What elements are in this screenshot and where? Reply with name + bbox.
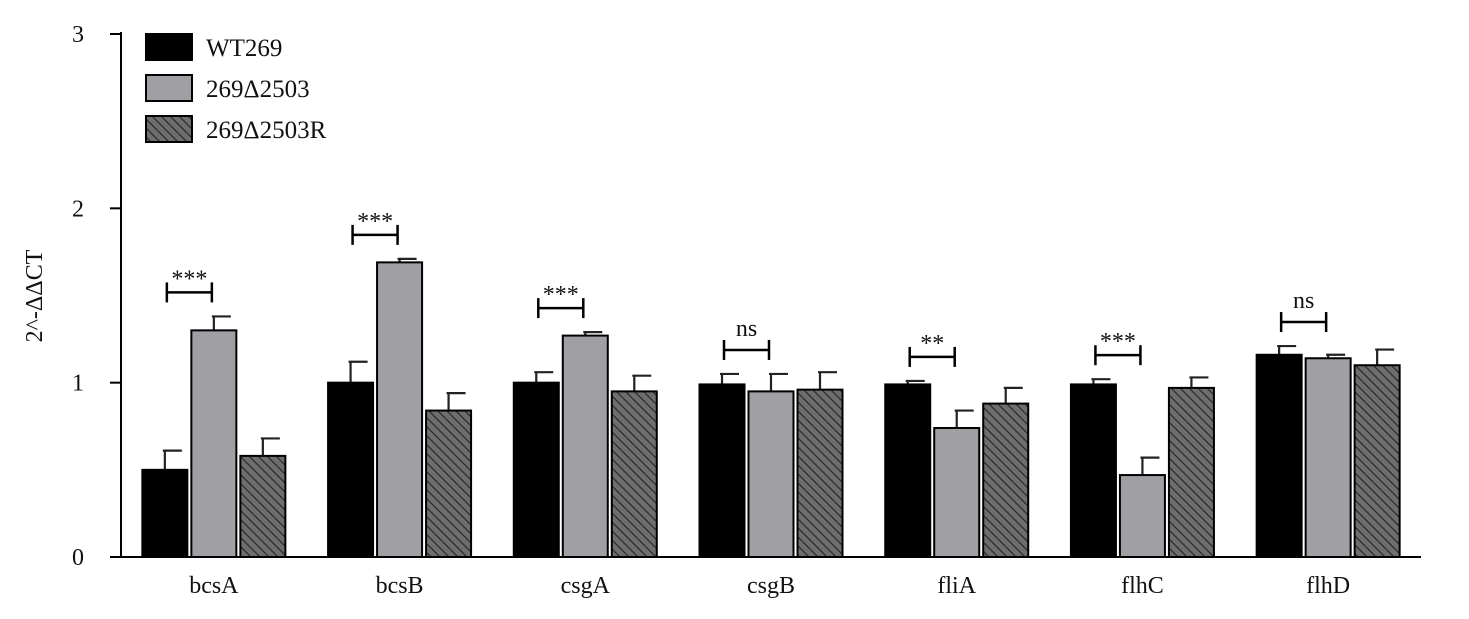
bar-csgA-1: [561, 334, 609, 559]
bar-csgB-2: [796, 388, 844, 559]
y-tick-label: 0: [72, 545, 84, 571]
bar-fliA-0: [884, 383, 932, 558]
axes-layer: 0 1 2 3 bcsA bcsB csgA csgB fliA flhC flhD: [72, 22, 1421, 599]
legend-label: 269Δ2503R: [206, 117, 327, 144]
bar-bcsA-1: [190, 329, 238, 558]
significance-label: ***: [543, 282, 579, 308]
significance-label: ***: [171, 266, 207, 292]
bar-bcsA-2: [239, 454, 287, 558]
x-tick-label: bcsA: [189, 573, 239, 599]
legend: WT269 269Δ2503 269Δ2503R: [145, 33, 327, 144]
bar-csgB-0: [698, 383, 746, 558]
significance-label: ns: [736, 316, 757, 342]
bar-flhD-1: [1304, 357, 1352, 559]
bar-fliA-2: [982, 402, 1030, 558]
bar-bcsB-1: [376, 261, 424, 558]
x-tick-label: bcsB: [376, 573, 424, 599]
bar-flhC-1: [1118, 474, 1166, 558]
legend-swatch: [145, 74, 193, 102]
bar-bcsB-2: [425, 409, 473, 558]
bar-bcsB-0: [327, 381, 375, 558]
significance-layer: *********ns** ***ns: [165, 209, 1328, 367]
y-axis-label: 2^-ΔΔCT: [22, 249, 48, 342]
y-tick-label: 2: [72, 196, 84, 222]
significance-label: ns: [1293, 288, 1314, 314]
x-tick-label: csgA: [561, 573, 611, 599]
legend-label: WT269: [206, 35, 282, 62]
bar-flhC-2: [1167, 386, 1215, 558]
legend-swatch: [145, 115, 193, 143]
significance-label: **: [920, 331, 944, 357]
x-tick-label: fliA: [937, 573, 976, 599]
bars-layer: [141, 257, 1401, 559]
significance-label: ***: [357, 209, 393, 235]
bar-fliA-1: [933, 426, 981, 559]
bar-flhD-2: [1353, 364, 1401, 558]
x-tick-label: flhD: [1306, 573, 1350, 599]
x-tick-label: flhC: [1121, 573, 1164, 599]
legend-label: 269Δ2503: [206, 76, 310, 103]
y-tick-label: 1: [72, 371, 84, 397]
x-tick-label: csgB: [747, 573, 795, 599]
bar-csgA-2: [610, 390, 658, 558]
legend-swatch: [145, 33, 193, 61]
bar-flhC-0: [1069, 383, 1117, 558]
y-tick-label: 3: [72, 22, 84, 48]
bar-flhD-0: [1255, 353, 1303, 559]
bar-csgA-0: [512, 381, 560, 558]
bar-bcsA-0: [141, 468, 189, 559]
bar-csgB-1: [747, 390, 795, 558]
significance-label: ***: [1100, 329, 1136, 355]
